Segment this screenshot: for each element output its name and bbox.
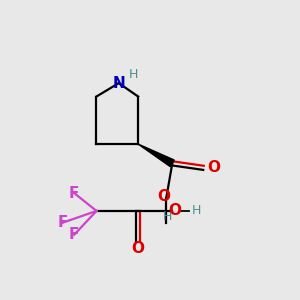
Text: O: O [158, 189, 170, 204]
Text: H: H [163, 210, 172, 224]
Text: O: O [207, 160, 220, 175]
Text: F: F [57, 215, 68, 230]
Text: O: O [168, 203, 181, 218]
Text: N: N [112, 76, 125, 91]
Text: H: H [191, 204, 201, 218]
Text: H: H [129, 68, 138, 81]
Text: F: F [69, 186, 80, 201]
Text: O: O [132, 241, 145, 256]
Polygon shape [138, 144, 174, 167]
Text: F: F [69, 227, 80, 242]
